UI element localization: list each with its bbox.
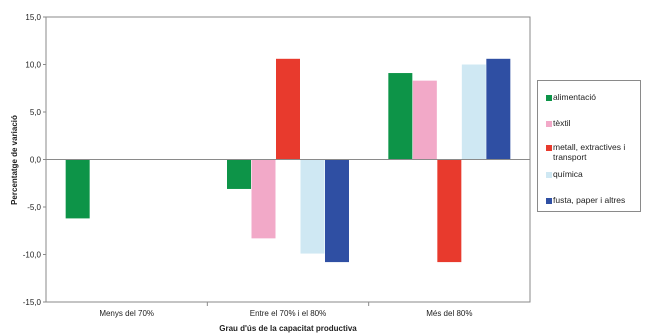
x-category-label: Entre el 70% i el 80% bbox=[250, 309, 327, 318]
y-tick-label: -10,0 bbox=[23, 251, 42, 260]
bar bbox=[300, 159, 325, 254]
y-tick-label: 15,0 bbox=[25, 13, 41, 22]
y-tick-label: 0,0 bbox=[30, 156, 42, 165]
bar bbox=[65, 159, 90, 219]
bar bbox=[325, 159, 349, 263]
y-axis-ticks: -15,0 -10,0 -5,0 0,0 5,0 10,0 15,0 bbox=[23, 13, 46, 307]
legend-label: química bbox=[553, 169, 583, 179]
x-axis-categories: Menys del 70% Entre el 70% i el 80% Més de… bbox=[99, 302, 472, 318]
bar bbox=[412, 80, 437, 160]
bar bbox=[486, 58, 511, 160]
legend-swatch bbox=[546, 172, 552, 178]
x-category-label: Menys del 70% bbox=[99, 309, 154, 318]
legend-label: fusta, paper i altres bbox=[553, 195, 626, 205]
bar bbox=[276, 58, 300, 160]
y-tick-label: -5,0 bbox=[27, 203, 41, 212]
legend-swatch bbox=[546, 121, 552, 127]
legend-item-alimentacio: alimentació bbox=[546, 92, 643, 102]
legend-label: tèxtil bbox=[553, 118, 571, 128]
y-axis-title: Percentatge de variació bbox=[10, 115, 19, 205]
bar bbox=[251, 159, 276, 239]
y-tick-label: 5,0 bbox=[30, 108, 42, 117]
legend-item-quimica: química bbox=[546, 169, 643, 179]
bar bbox=[388, 73, 413, 160]
legend-swatch bbox=[546, 145, 552, 151]
bar bbox=[227, 159, 251, 189]
legend-item-fusta: fusta, paper i altres bbox=[546, 195, 643, 205]
y-tick-label: 10,0 bbox=[25, 61, 41, 70]
legend-label: metall, extractives i transport bbox=[553, 142, 626, 162]
bar bbox=[461, 64, 486, 160]
legend: alimentació tèxtil metall, extractives i… bbox=[537, 80, 641, 212]
x-axis-title: Grau d'ús de la capacitat productiva bbox=[219, 324, 357, 333]
legend-swatch bbox=[546, 95, 552, 101]
bars bbox=[65, 58, 511, 263]
legend-item-textil: tèxtil bbox=[546, 118, 643, 128]
legend-swatch bbox=[546, 198, 552, 204]
bar bbox=[437, 159, 462, 263]
legend-item-metall: metall, extractives i transport bbox=[546, 142, 643, 162]
y-tick-label: -15,0 bbox=[23, 298, 42, 307]
x-category-label: Més del 80% bbox=[426, 309, 472, 318]
legend-label: alimentació bbox=[553, 92, 596, 102]
